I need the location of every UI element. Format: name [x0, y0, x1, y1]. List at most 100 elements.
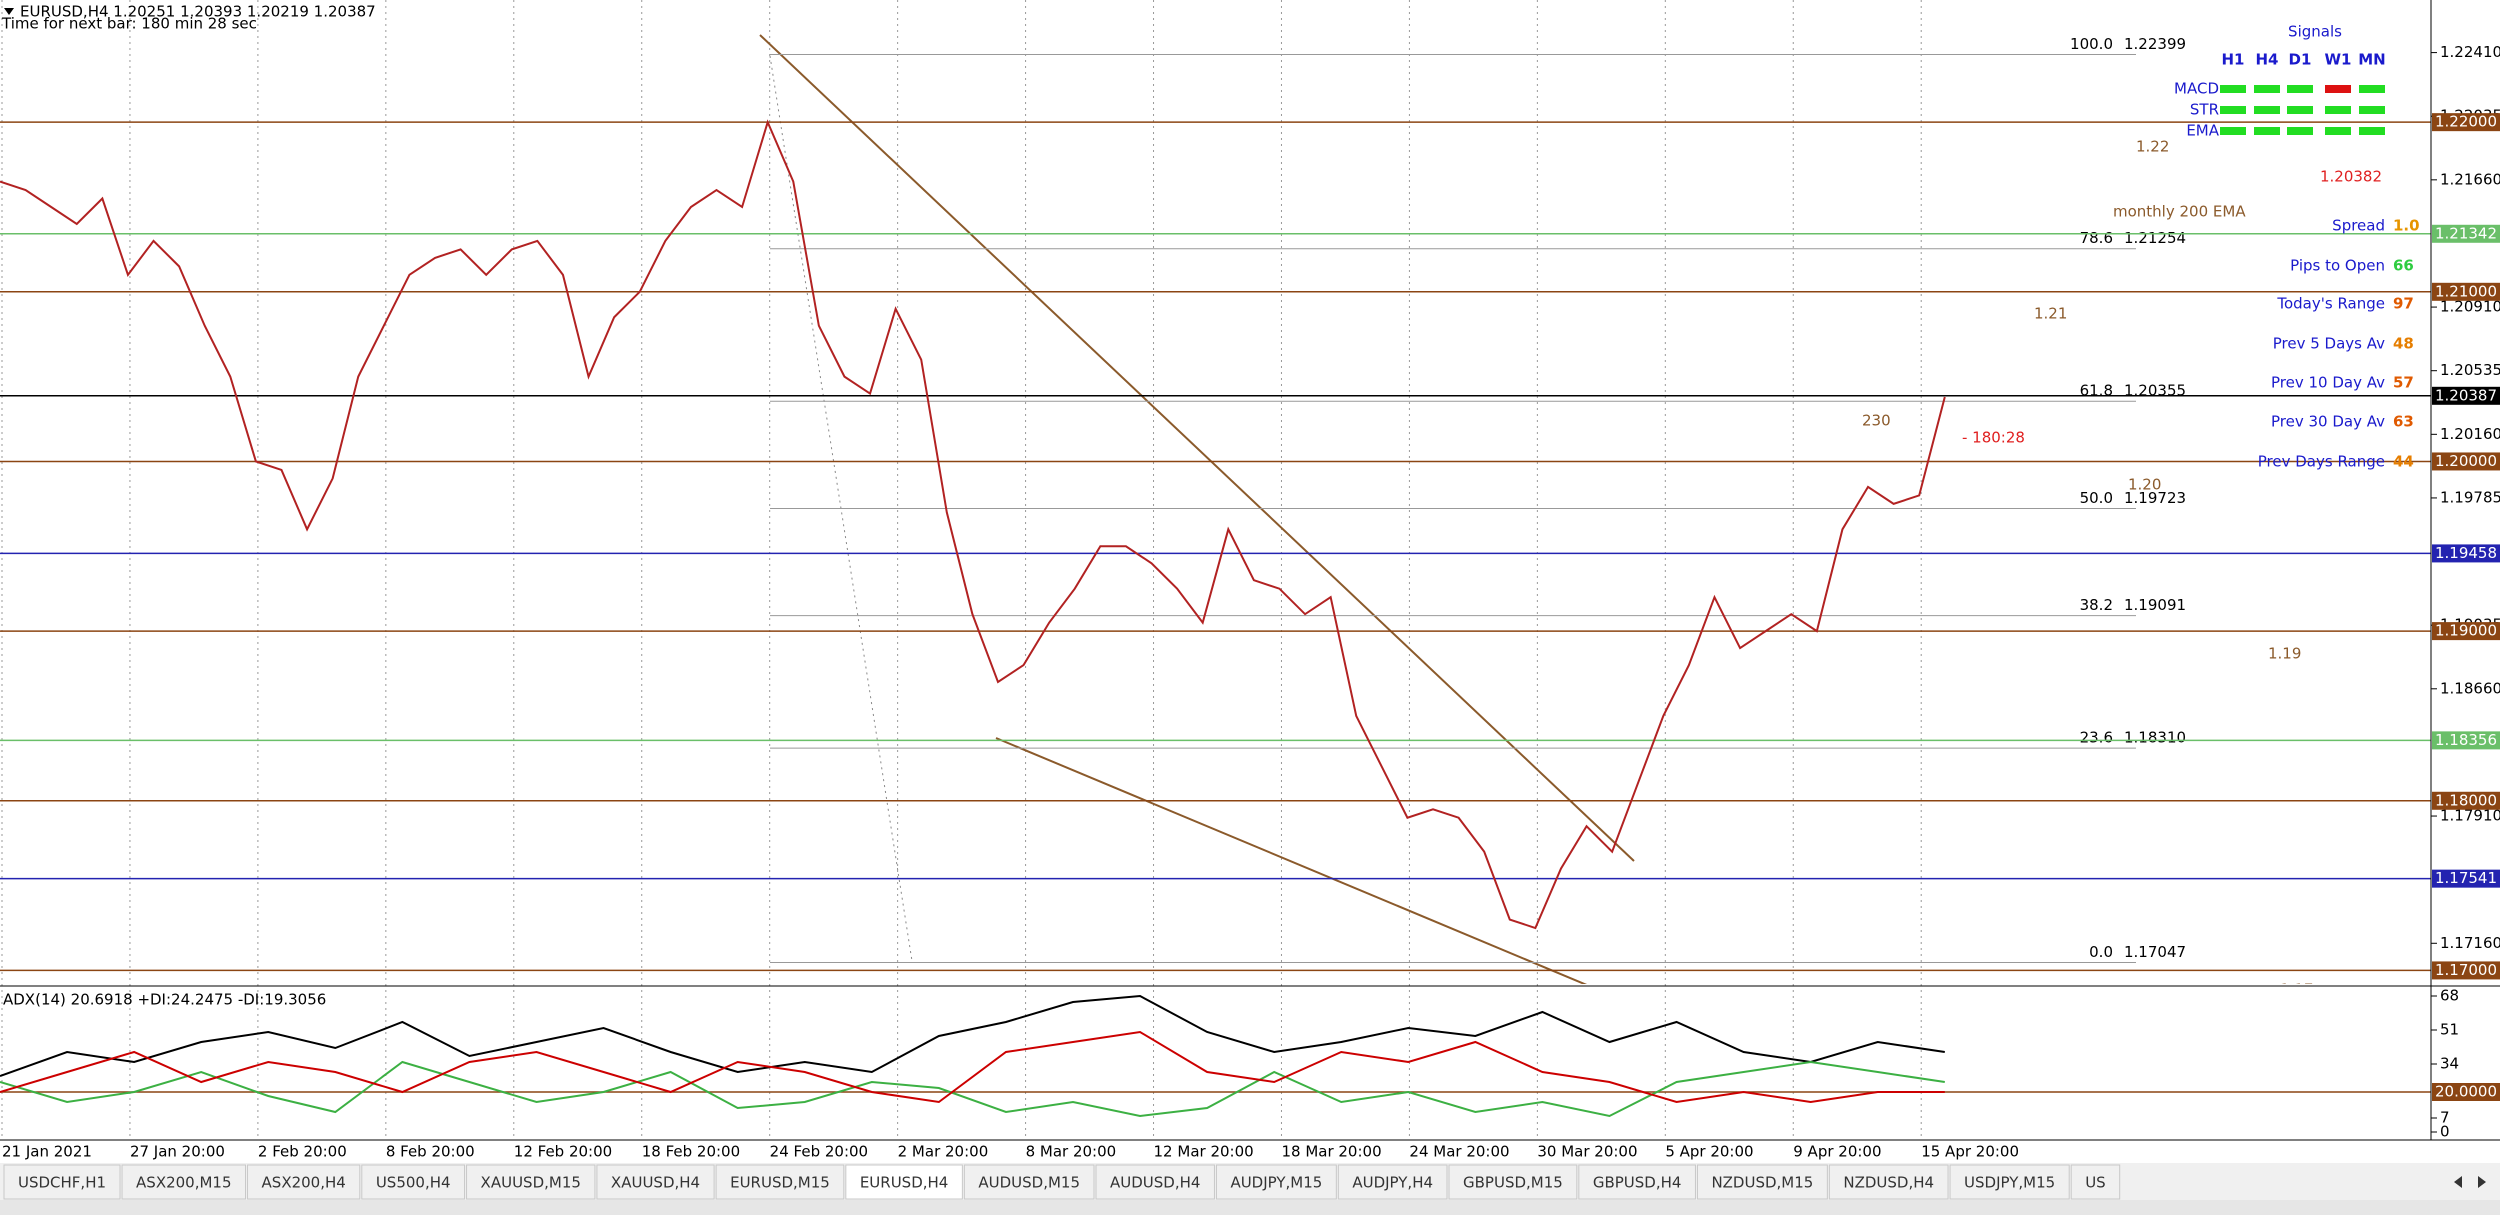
tab[interactable]: US	[2070, 1164, 2121, 1200]
fib-level: 61.8	[2080, 382, 2113, 400]
y-tick-label: 20.0000	[2435, 1083, 2497, 1101]
level-label: 1.17000	[2435, 961, 2497, 979]
level-label: 1.18356	[2435, 731, 2497, 749]
level-label: 1.19458	[2435, 544, 2497, 562]
y-tick-label: 1.22410	[2440, 43, 2500, 61]
tab-background	[1949, 1164, 2070, 1200]
trend-line	[995, 737, 1588, 984]
tab-label: GBPUSD,H4	[1593, 1174, 1682, 1192]
tab-background	[1696, 1164, 1828, 1200]
info-value: 57	[2393, 374, 2414, 392]
level-label: 1.21342	[2435, 224, 2497, 242]
tab-label: EURUSD,H4	[860, 1174, 949, 1192]
level-box	[2432, 224, 2500, 243]
tab[interactable]: ASX200,M15	[121, 1164, 247, 1200]
tab[interactable]: EURUSD,M15	[715, 1164, 845, 1200]
x-tick-label: 27 Jan 20:00	[130, 1143, 225, 1161]
x-tick-label: 15 Apr 20:00	[1921, 1143, 2019, 1161]
level-box	[2432, 282, 2500, 301]
info-value: 63	[2393, 413, 2414, 431]
signal-indicator	[2325, 106, 2351, 114]
tab-background	[3, 1164, 121, 1200]
tab[interactable]: NZDUSD,M15	[1696, 1164, 1828, 1200]
signal-column: W1	[2325, 51, 2352, 69]
y-tick-label: 1.18660	[2440, 679, 2500, 697]
tab-background	[361, 1164, 466, 1200]
adx-panel	[0, 994, 2431, 1118]
bar-timer: Time for next bar: 180 min 28 sec	[1, 15, 257, 33]
symbol-line: EURUSD,H4 1.20251 1.20393 1.20219 1.2038…	[20, 3, 376, 21]
y-tick-label: 1.17160	[2440, 934, 2500, 952]
x-tick-label: 5 Apr 20:00	[1665, 1143, 1753, 1161]
level-label: 1.20000	[2435, 452, 2497, 470]
y-tick-label: 68	[2440, 987, 2459, 1005]
info-label: Today's Range	[2276, 295, 2385, 313]
x-tick-label: 8 Feb 20:00	[386, 1143, 475, 1161]
tab-background	[121, 1164, 247, 1200]
collapse-icon[interactable]	[4, 8, 14, 15]
signal-column: MN	[2358, 51, 2385, 69]
tab[interactable]: XAUUSD,M15	[466, 1164, 596, 1200]
signal-indicator	[2220, 127, 2246, 135]
tab-background	[715, 1164, 845, 1200]
tab[interactable]: AUDUSD,H4	[1095, 1164, 1215, 1200]
tab-background	[596, 1164, 715, 1200]
tab-label: USDCHF,H1	[18, 1174, 106, 1192]
tab[interactable]: GBPUSD,H4	[1578, 1164, 1696, 1200]
tab[interactable]: AUDJPY,M15	[1215, 1164, 1337, 1200]
signal-indicator	[2287, 106, 2313, 114]
tab[interactable]: USDJPY,M15	[1949, 1164, 2070, 1200]
info-label: Prev Days Range	[2258, 453, 2385, 471]
series-line	[0, 1030, 1945, 1104]
tab[interactable]: NZDUSD,H4	[1828, 1164, 1949, 1200]
tab-background	[1215, 1164, 1337, 1200]
info-label: Prev 5 Days Av	[2273, 335, 2385, 353]
tab[interactable]: USDCHF,H1	[3, 1164, 121, 1200]
tab-background	[963, 1164, 1095, 1200]
signal-column: D1	[2289, 51, 2312, 69]
level-box	[2432, 961, 2500, 980]
y-tick-label: 1.19785	[2440, 488, 2500, 506]
signal-indicator	[2254, 85, 2280, 93]
tab-background	[247, 1164, 361, 1200]
x-tick-label: 24 Mar 20:00	[1409, 1143, 1509, 1161]
fib-level: 100.0	[2070, 35, 2113, 53]
tab-background	[1828, 1164, 1949, 1200]
tab[interactable]: XAUUSD,H4	[596, 1164, 715, 1200]
tab[interactable]: US500,H4	[361, 1164, 466, 1200]
main-panel: 100.0 1.22399 78.6 1.21254 61.8 1.20355 50.0 1.…	[0, 34, 2431, 984]
tab-label: USDJPY,M15	[1964, 1174, 2055, 1192]
signal-indicator	[2359, 85, 2385, 93]
tab[interactable]: GBPUSD,M15	[1448, 1164, 1578, 1200]
tab-label: AUDUSD,M15	[978, 1174, 1080, 1192]
tab-scroll-arrows[interactable]	[2454, 1176, 2486, 1188]
chart-annotation: 1.22	[2136, 138, 2169, 156]
tab[interactable]: ASX200,H4	[247, 1164, 361, 1200]
tab-label: US	[2085, 1174, 2106, 1192]
level-box	[2432, 386, 2500, 405]
fib-level: 50.0	[2080, 489, 2113, 507]
signal-indicator	[2254, 127, 2280, 135]
level-label: 1.22000	[2435, 113, 2497, 131]
tab[interactable]: AUDJPY,H4	[1337, 1164, 1448, 1200]
tab[interactable]: EURUSD,H4	[845, 1164, 963, 1200]
info-value: 66	[2393, 257, 2414, 275]
chart-annotation: monthly 200 EMA	[2113, 203, 2246, 221]
fib-level: 23.6	[2080, 729, 2113, 747]
chart-annotation: 1.19	[2268, 645, 2301, 663]
tab-label: GBPUSD,M15	[1463, 1174, 1563, 1192]
y-tick-label: 7	[2440, 1109, 2450, 1127]
level-label: 1.18000	[2435, 791, 2497, 809]
tab-label: ASX200,M15	[136, 1174, 232, 1192]
y-tick-label: 1.21660	[2440, 170, 2500, 188]
x-tick-label: 18 Mar 20:00	[1281, 1143, 1381, 1161]
signal-indicator	[2325, 85, 2351, 93]
tab-background	[466, 1164, 596, 1200]
tab-background	[2070, 1164, 2121, 1200]
signal-indicator	[2220, 106, 2246, 114]
fib-price: 1.20355	[2124, 382, 2186, 400]
tab[interactable]: AUDUSD,M15	[963, 1164, 1095, 1200]
signal-row-label: MACD	[2174, 80, 2219, 98]
tab-label: XAUUSD,H4	[611, 1174, 700, 1192]
